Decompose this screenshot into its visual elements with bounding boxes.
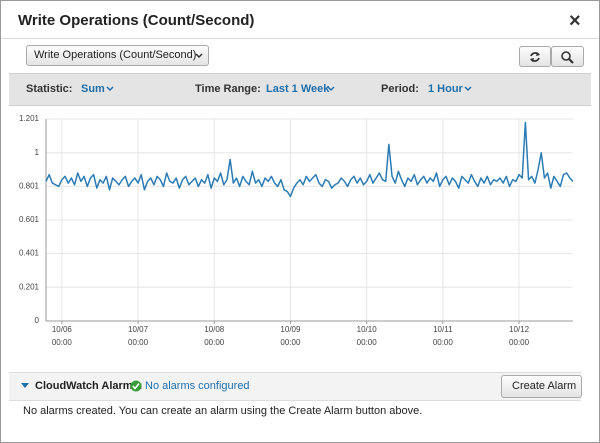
create-alarm-text: Create Alarm (512, 380, 577, 392)
alarms-status: No alarms configured (145, 380, 250, 392)
y-tick-label: 0.601 (19, 215, 40, 224)
x-tick-label: 10/11 00:00 (432, 325, 453, 347)
y-tick-label: 1.201 (19, 114, 40, 123)
x-tick-label: 10/12 00:00 (509, 325, 530, 347)
x-tick-label: 10/08 00:00 (204, 325, 225, 347)
period-label: Period: (381, 83, 419, 95)
select-arrow (195, 53, 203, 59)
close-button[interactable]: × (569, 10, 581, 32)
zoom-button[interactable] (551, 46, 584, 67)
refresh-button[interactable] (519, 46, 551, 67)
check-icon (130, 380, 142, 392)
x-tick-label: 10/06 00:00 (51, 325, 72, 347)
expand-icon[interactable] (20, 381, 30, 391)
metric-select[interactable]: Write Operations (Count/Second) (26, 45, 209, 66)
y-tick-label: 0 (35, 316, 40, 325)
statistic-label: Statistic: (26, 83, 73, 95)
toolbar (9, 73, 591, 106)
alarms-title: CloudWatch Alarms: (35, 380, 143, 392)
data-line (45, 121, 574, 198)
select-arrow (464, 86, 472, 92)
refresh-icon (530, 52, 540, 62)
period-select[interactable]: 1 Hour (428, 83, 463, 95)
time-range-select[interactable]: Last 1 Week (266, 83, 330, 95)
y-tick-label: 0.401 (19, 249, 40, 258)
divider (1, 38, 599, 39)
alarms-bar (9, 372, 581, 401)
y-tick-label: 0.801 (19, 181, 40, 190)
y-tick-label: 0.201 (19, 282, 40, 291)
alarms-message: No alarms created. You can create an ala… (23, 405, 423, 417)
y-tick-label: 1 (35, 148, 40, 157)
x-tick-label: 10/10 00:00 (356, 325, 377, 347)
create-alarm-button[interactable]: Create Alarm (501, 375, 582, 398)
select-arrow (327, 86, 335, 92)
select-arrow (106, 86, 114, 92)
statistic-select[interactable]: Sum (81, 83, 105, 95)
x-tick-label: 10/09 00:00 (280, 325, 301, 347)
time-range-label: Time Range: (195, 83, 261, 95)
x-tick-label: 10/07 00:00 (128, 325, 149, 347)
dialog-title: Write Operations (Count/Second) (18, 12, 255, 29)
zoom-icon (561, 51, 574, 64)
metric-select-text: Write Operations (Count/Second) (34, 49, 197, 61)
